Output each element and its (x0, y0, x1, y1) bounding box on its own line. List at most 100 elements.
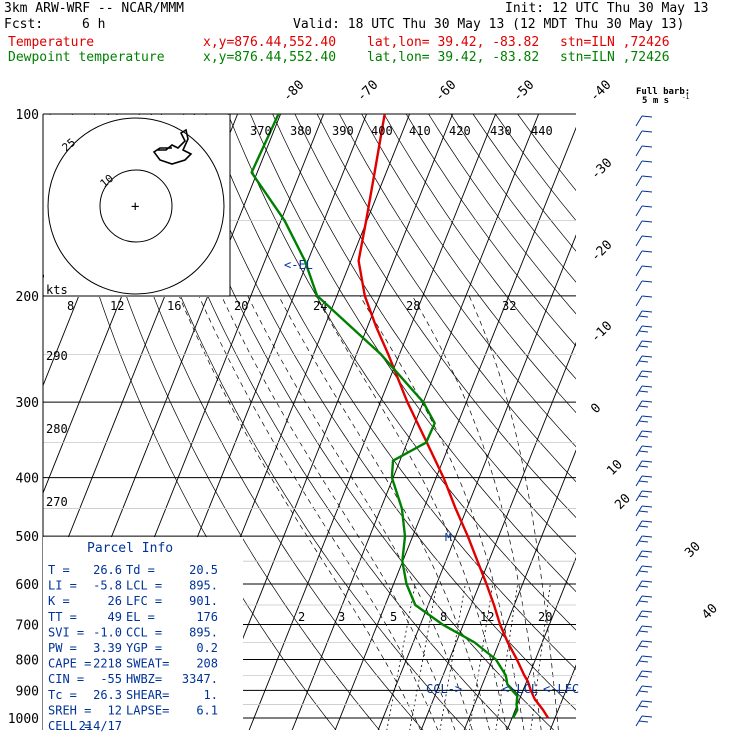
isotherm-line (377, 234, 576, 730)
temperature-legend-latlon: lat,lon= 39.42, -83.82 (367, 35, 540, 50)
speed-tick-label: 20 (234, 299, 248, 313)
pressure-tick-label: 500 (16, 530, 39, 545)
wind-barb-flag (641, 520, 653, 523)
wind-barb (635, 655, 653, 667)
dry-adiabat-line (339, 114, 576, 448)
wind-barb-flag (638, 555, 649, 558)
theta-side-label: 280 (46, 422, 68, 436)
model-title: 3km ARW-WRF -- NCAR/MMM (4, 1, 185, 16)
wind-barb-flag (638, 630, 649, 633)
wind-barb-shaft (635, 190, 643, 202)
isotherm-label-top: -50 (510, 78, 537, 105)
speed-tick-label: 16 (167, 299, 181, 313)
parcel-info-cell: 901. (189, 594, 218, 608)
wind-barb-shaft (635, 145, 643, 157)
theta-label: 390 (332, 124, 354, 138)
el-label: <-EL (284, 258, 313, 272)
wind-barb (635, 115, 653, 127)
moist-adiabat-line (178, 295, 421, 730)
wind-barb-flag (641, 550, 653, 553)
wind-barb-shaft (635, 250, 643, 262)
pressure-tick-label: 400 (16, 472, 39, 487)
wind-barb-flag (638, 465, 649, 468)
dry-adiabat-line (116, 114, 467, 730)
wind-barb (635, 355, 653, 367)
wind-barb (635, 265, 653, 277)
speed-tick-label: 28 (406, 299, 420, 313)
wind-barb-shaft (635, 205, 643, 217)
wind-barb-flag (638, 450, 649, 453)
wind-barb (635, 535, 653, 547)
wind-barb-flag (638, 345, 649, 348)
forecast-hour: 6 h (82, 17, 106, 32)
mixing-ratio-label: 12 (480, 610, 494, 624)
wind-barb (635, 595, 653, 607)
wind-barb-flag (638, 525, 649, 528)
wind-barb-flag (638, 510, 649, 513)
speed-tick-label: 8 (67, 299, 74, 313)
wind-barb-flag (641, 580, 653, 583)
parcel-info-cell: PW = (48, 641, 77, 655)
wind-barb-flag (641, 655, 653, 658)
parcel-info-cell: CCL = (126, 625, 162, 639)
pressure-tick-label: 300 (16, 396, 39, 411)
hodograph-ring-25 (47, 117, 225, 295)
dry-adiabat-line (472, 114, 576, 252)
wind-barb (635, 700, 653, 712)
wind-barb-shaft (635, 280, 643, 292)
wind-barb-flag (638, 435, 649, 438)
isotherm-label-top: -40 (587, 78, 614, 105)
wind-barb (635, 550, 653, 562)
wind-barb-flag (638, 480, 649, 483)
parcel-info-cell: 12 (108, 703, 122, 717)
wind-barb-flag (638, 540, 649, 543)
theta-label: 440 (531, 124, 553, 138)
wind-barb-flag (641, 295, 653, 298)
parcel-info-cell: Tc = (48, 688, 77, 702)
wind-barb-flag (641, 115, 653, 118)
mixing-ratio-label: 20 (538, 610, 552, 624)
wind-barb-flag (638, 675, 649, 678)
wind-barb-flag (641, 640, 653, 643)
wind-barb (635, 625, 653, 637)
wind-barb-flag (638, 720, 649, 723)
parcel-info-cell: -5.8 (93, 579, 122, 593)
wind-barb-shaft (635, 265, 643, 277)
wind-barb-flag (638, 570, 649, 573)
parcel-info-cell: SVI = (48, 625, 84, 639)
wind-barb-flag (638, 660, 649, 663)
isotherm-label-right: 40 (699, 601, 721, 623)
isotherm-label-top: -70 (354, 78, 381, 105)
parcel-info-panel: Parcel Info T = 26.6 Td = 20.5 LI = -5.8 LCL =… (43, 537, 243, 733)
isotherm-label-right: 10 (604, 457, 626, 479)
pressure-tick-label: 100 (16, 108, 39, 123)
isotherm-line (506, 556, 576, 730)
theta-label: 420 (449, 124, 471, 138)
moist-adiabat-line (468, 295, 559, 730)
wind-barb-flag (641, 145, 653, 148)
wind-barb-shaft (635, 175, 643, 187)
wind-barb-flag (641, 220, 653, 223)
parcel-info-cell: 895. (189, 625, 218, 639)
wind-barb (635, 430, 653, 442)
moist-adiabat-line (278, 295, 490, 730)
parcel-info-cell: EL = (126, 610, 155, 624)
dry-adiabat-line (294, 114, 576, 519)
isotherm-label-right: -10 (588, 319, 615, 346)
wind-barb-flag (638, 495, 649, 498)
wind-barb (635, 205, 653, 217)
moist-adiabat-line (359, 295, 525, 730)
wind-barb-flag (641, 250, 653, 253)
wind-barb (635, 160, 653, 172)
wind-barb-shaft (635, 160, 643, 172)
mixing-ratio-line (409, 583, 438, 730)
wind-barb-flag (641, 130, 653, 133)
m-mark: M (445, 531, 452, 544)
parcel-info-cell: -1.0 (93, 625, 122, 639)
parcel-info-cell: LFC = (126, 594, 162, 608)
wind-barb-flag (641, 280, 653, 283)
wind-barb (635, 250, 653, 262)
wind-barb-flag (641, 385, 653, 388)
wind-barb-flag (641, 205, 653, 208)
parcel-info-cell: 895. (189, 579, 218, 593)
